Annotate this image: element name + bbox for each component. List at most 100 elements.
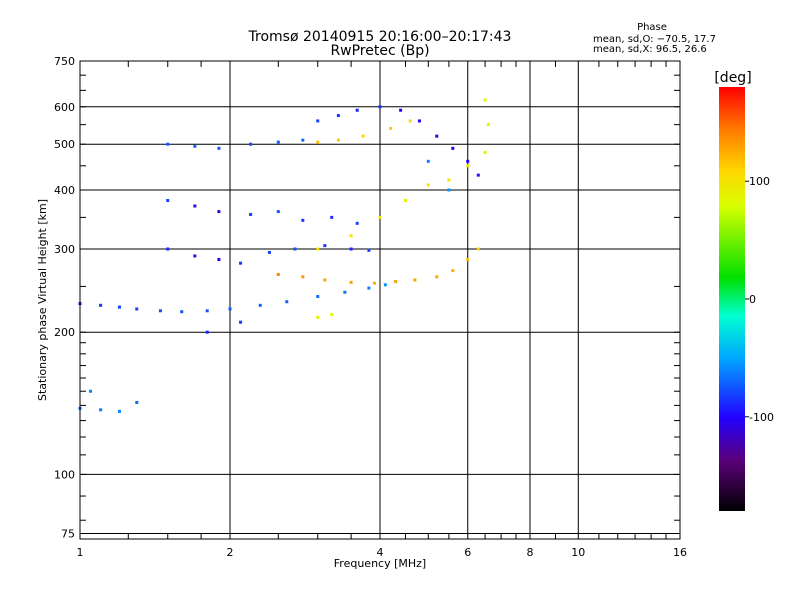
data-point — [323, 278, 327, 282]
chart-title: Tromsø 20140915 20:16:00–20:17:43 — [248, 29, 512, 45]
data-point — [373, 281, 377, 285]
grid-lines — [80, 61, 680, 539]
x-tick-label: 8 — [527, 546, 534, 559]
data-point — [483, 151, 487, 155]
colorbar-tick-label: 100 — [749, 175, 770, 188]
data-point — [367, 286, 371, 290]
data-point — [349, 247, 353, 251]
data-point — [249, 142, 253, 146]
data-point — [316, 247, 320, 251]
colorbar-tick-label: 0 — [749, 293, 756, 306]
data-point — [383, 283, 387, 287]
y-tick-label: 400 — [54, 184, 75, 197]
data-point — [316, 140, 320, 144]
data-point — [378, 215, 382, 219]
data-point — [323, 244, 327, 248]
data-point — [180, 310, 184, 314]
data-point — [447, 188, 451, 192]
data-point — [367, 248, 371, 252]
data-point — [451, 269, 455, 273]
y-tick-label: 200 — [54, 326, 75, 339]
data-point — [476, 173, 480, 177]
x-tick-label: 4 — [377, 546, 384, 559]
data-point — [166, 247, 170, 251]
stats-o: mean, sd,O: −70.5, 17.7 — [593, 34, 716, 45]
data-point — [217, 210, 221, 214]
data-point — [361, 134, 365, 138]
x-tick-label: 2 — [227, 546, 234, 559]
x-tick-label: 1 — [77, 546, 84, 559]
x-tick-label: 10 — [571, 546, 585, 559]
data-point — [316, 315, 320, 319]
y-tick-label: 75 — [61, 527, 75, 540]
data-point — [435, 275, 439, 279]
x-tick-label: 16 — [673, 546, 687, 559]
data-point — [435, 134, 439, 138]
data-point — [355, 108, 359, 112]
data-point — [426, 159, 430, 163]
data-point — [447, 178, 451, 182]
data-point — [336, 114, 340, 118]
data-point — [89, 389, 93, 393]
data-point — [451, 146, 455, 150]
data-point — [135, 307, 139, 311]
y-tick-label: 300 — [54, 243, 75, 256]
stats-heading: Phase — [637, 22, 667, 33]
data-point — [413, 278, 417, 282]
data-point — [349, 234, 353, 238]
colorbar — [719, 87, 745, 511]
data-point — [301, 275, 305, 279]
data-point — [158, 309, 162, 313]
data-point — [166, 199, 170, 203]
data-point — [466, 258, 470, 262]
data-point — [336, 138, 340, 142]
data-point — [117, 305, 121, 309]
data-point — [135, 400, 139, 404]
data-point — [466, 159, 470, 163]
data-point — [417, 119, 421, 123]
data-point — [205, 330, 209, 334]
data-point — [408, 119, 412, 123]
data-points — [78, 98, 490, 413]
stats-x: mean, sd,X: 96.5, 26.6 — [593, 44, 707, 55]
data-point — [228, 307, 232, 311]
data-point — [217, 146, 221, 150]
data-point — [301, 138, 305, 142]
data-point — [276, 140, 280, 144]
y-axis-label: Stationary phase Virtual Height [km] — [36, 199, 49, 401]
data-point — [99, 303, 103, 307]
data-point — [389, 126, 393, 130]
data-point — [343, 290, 347, 294]
data-point — [99, 408, 103, 412]
data-point — [330, 313, 334, 317]
data-point — [293, 247, 297, 251]
y-tick-label: 750 — [54, 55, 75, 68]
data-point — [285, 300, 289, 304]
data-point — [276, 210, 280, 214]
axis-ticks: 1 2 4 6 8 10 16 75 100 200 300 400 500 600 750 — [54, 55, 687, 559]
data-point — [249, 212, 253, 216]
data-point — [205, 309, 209, 313]
data-point — [301, 218, 305, 222]
data-point — [258, 303, 262, 307]
data-point — [476, 247, 480, 251]
data-point — [267, 250, 271, 254]
data-point — [239, 320, 243, 324]
data-point — [394, 280, 398, 284]
y-tick-label: 100 — [54, 468, 75, 481]
chart-subtitle: RwPretec (Bp) — [330, 43, 429, 59]
data-point — [276, 272, 280, 276]
data-point — [426, 183, 430, 187]
data-point — [330, 215, 334, 219]
y-tick-label: 600 — [54, 101, 75, 114]
y-tick-label: 500 — [54, 138, 75, 151]
colorbar-label: [deg] — [714, 70, 751, 86]
data-point — [193, 254, 197, 258]
data-point — [239, 261, 243, 265]
data-point — [316, 295, 320, 299]
data-point — [193, 204, 197, 208]
data-point — [399, 108, 403, 112]
data-point — [466, 164, 470, 168]
plot-frame — [79, 60, 681, 540]
